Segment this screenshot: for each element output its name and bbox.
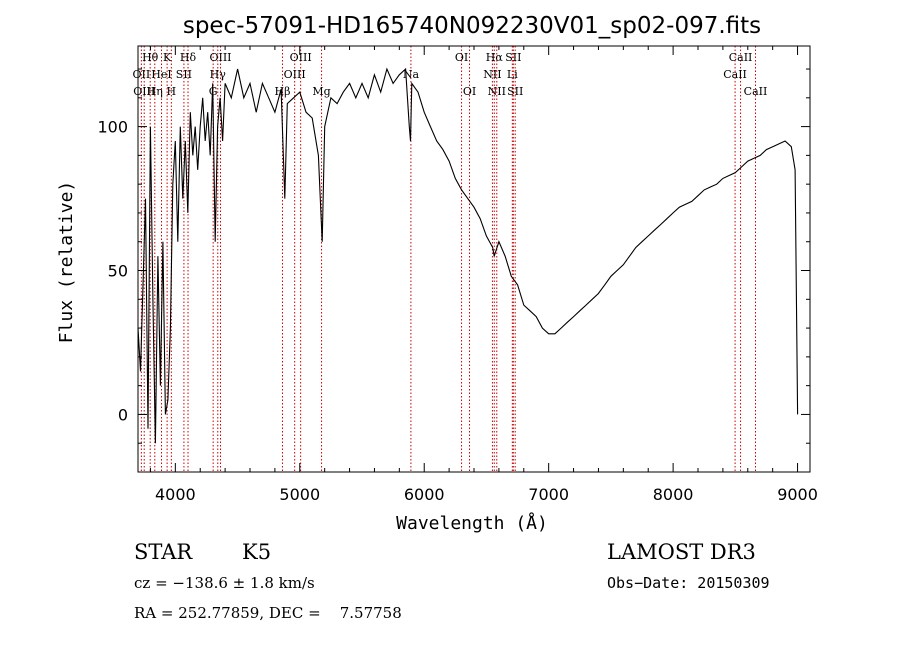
line-label-0: Hθ [142,51,159,64]
x-tick-label: 6000 [404,485,445,504]
line-label-27: CaII [744,85,768,98]
line-label-21: NII [488,85,506,98]
chart-title: spec-57091-HD165740N092230V01_sp02-097.f… [183,13,761,39]
spectrum-line [137,67,799,444]
y-axis-label: Flux (relative) [56,181,77,344]
line-label-4: HeI [151,68,171,81]
y-tick-label: 50 [108,262,128,281]
x-axis: 4000 5000 6000 7000 8000 9000 [149,46,818,504]
spectral-line-labels: HθOIIOIIIKHeIHηSIIHHδGOIIIHγHβOIIIOIIIMg… [133,51,768,98]
x-tick-label: 9000 [777,485,818,504]
line-label-7: H [167,85,177,98]
spectral-line-markers [140,46,756,472]
line-label-13: OIII [284,68,306,81]
spectral-subclass: K5 [242,540,272,564]
line-label-12: Hβ [275,85,291,98]
line-label-17: OI [455,51,468,64]
object-class: STAR [134,540,193,564]
line-label-1: OII [133,68,151,81]
coordinates-readout: RA = 252.77859, DEC = 7.57758 [134,604,402,622]
x-tick-label: 4000 [155,485,196,504]
line-label-5: Hη [147,85,163,98]
redshift-readout: cz = −138.6 ± 1.8 km/s [134,574,315,592]
x-tick-label: 8000 [653,485,694,504]
line-label-16: Na [403,68,420,81]
y-tick-label: 0 [118,405,128,424]
line-label-25: CaII [723,68,747,81]
line-label-18: OI [463,85,476,98]
line-label-11: Hγ [210,68,227,81]
line-label-23: Li [507,68,518,81]
line-label-3: K [163,51,172,64]
line-label-22: SII [505,51,521,64]
line-label-19: Hα [486,51,504,64]
line-label-10: OIII [209,51,231,64]
survey-name: LAMOST DR3 [607,540,756,564]
line-label-20: NII [483,68,501,81]
line-label-26: CaII [729,51,753,64]
y-axis: 0 50 100 [97,68,810,444]
x-tick-label: 7000 [528,485,569,504]
line-label-24: SII [507,85,523,98]
y-tick-label: 100 [97,118,128,137]
line-label-14: OIII [290,51,312,64]
line-label-15: Mg [312,85,330,98]
x-axis-label: Wavelength (Å) [396,512,548,534]
line-label-8: Hδ [180,51,197,64]
plot-frame [137,45,811,473]
line-label-6: SII [176,68,192,81]
x-tick-label: 5000 [279,485,320,504]
line-label-2: OIII [133,85,155,98]
observation-date: Obs−Date: 20150309 [607,574,770,592]
